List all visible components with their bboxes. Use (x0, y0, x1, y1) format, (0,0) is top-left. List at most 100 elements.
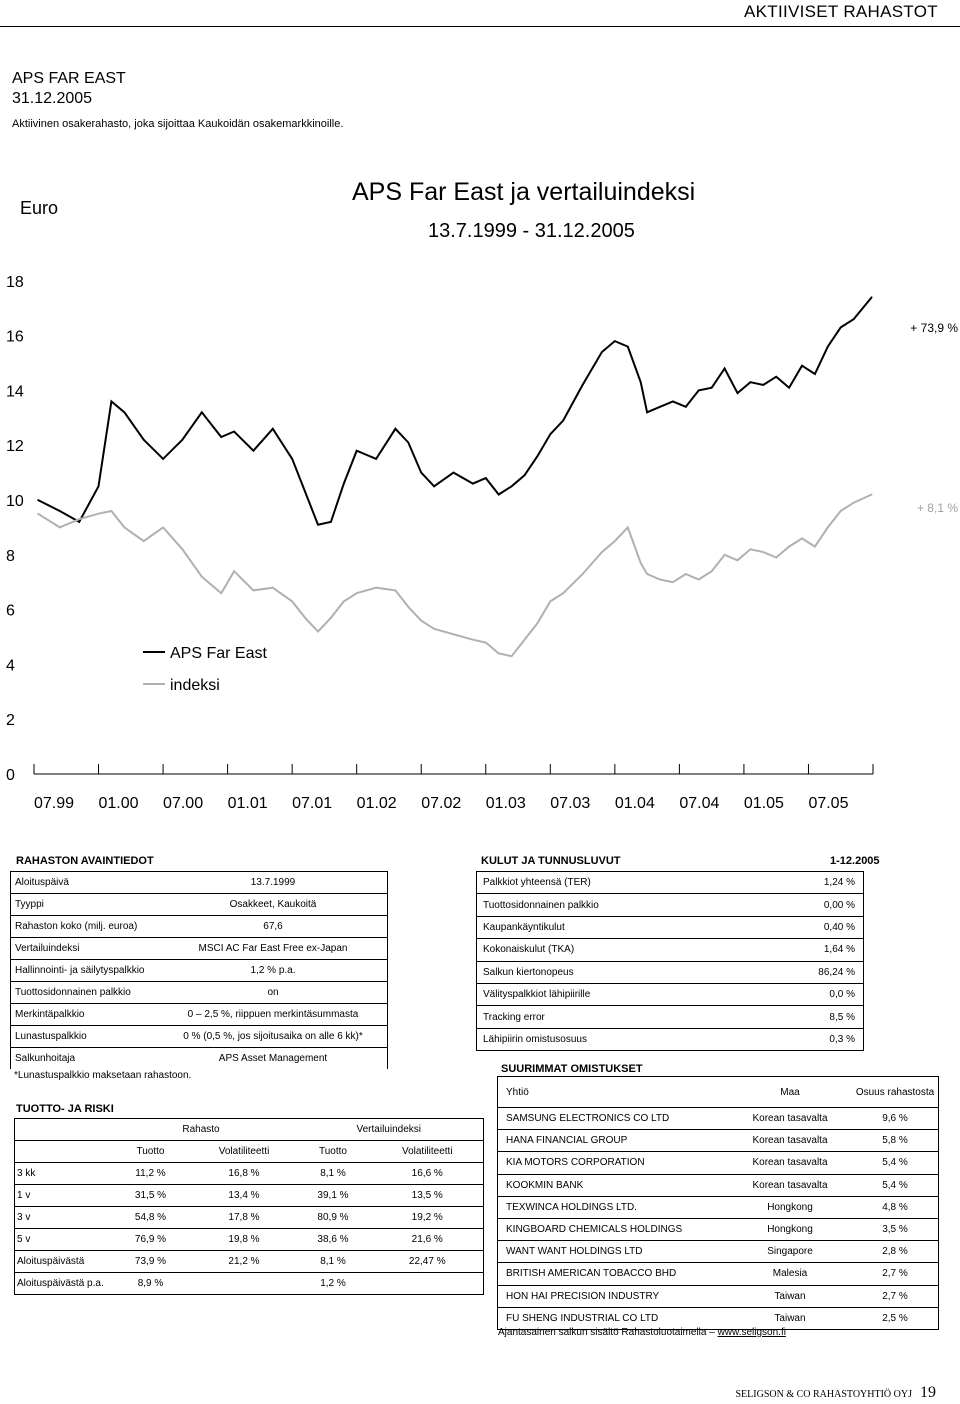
series-line-index (37, 493, 873, 658)
index-point (233, 570, 235, 572)
holdings-note-text: Ajantasainen salkun sisältö Rahastoluota… (498, 1327, 715, 1338)
fund-point (291, 458, 294, 460)
index-point (801, 537, 803, 540)
fund-point (852, 318, 855, 320)
index-point (407, 606, 410, 608)
index-point (562, 592, 564, 594)
costs-row: Tracking error 8,5 % (476, 1005, 864, 1029)
costs-value: 8,5 % (789, 1005, 864, 1029)
performance-row: 3 kk 11,2 % 16,8 % 8,1 % 16,6 % (14, 1162, 484, 1185)
fund-point (272, 428, 274, 430)
perf-fund-volatility: 16,8 % (193, 1162, 295, 1185)
perf-fund-return: 76,9 % (107, 1228, 194, 1251)
costs-row: Salkun kiertonopeus 86,24 % (476, 961, 864, 984)
perf-period: Aloituspäivästä p.a. (14, 1272, 108, 1295)
holdings-row: KOOKMIN BANK Korean tasavalta 5,4 % (497, 1174, 939, 1197)
holdings-row: KIA MOTORS CORPORATION Korean tasavalta 5,… (497, 1151, 939, 1175)
y-tick-label: 14 (6, 383, 24, 400)
fund-point (375, 458, 377, 460)
perf-index-volatility: 16,6 % (371, 1162, 484, 1185)
holding-company: KIA MOTORS CORPORATION (497, 1151, 728, 1175)
holdings-row: HON HAI PRECISION INDUSTRY Taiwan 2,7 % (497, 1285, 939, 1308)
holdings-row: HANA FINANCIAL GROUP Korean tasavalta 5,8 … (497, 1129, 939, 1153)
fund-point (710, 386, 713, 389)
index-point (749, 548, 752, 551)
holdings-link[interactable]: www.seligson.fi (717, 1327, 786, 1338)
fund-point (123, 411, 126, 414)
basic-info-label: Salkunhoitaja (10, 1047, 159, 1069)
y-tick-label: 8 (6, 548, 15, 565)
plot-area: 07.99 01.00 07.00 01.01 07.01 01.02 07.02 01.03… (33, 296, 874, 812)
perf-index-volatility (371, 1272, 484, 1295)
costs-label: Välityspalkkiot lähipiirille (476, 983, 789, 1007)
y-tick-label: 0 (6, 767, 15, 784)
basic-info-row: Tyyppi Osakkeet, Kaukoitä (10, 893, 388, 916)
index-point (472, 638, 474, 641)
holding-company: SAMSUNG ELECTRONICS CO LTD (497, 1107, 728, 1131)
basic-info-row: Merkintäpalkkio 0 – 2,5 %, riippuen merki… (10, 1003, 388, 1026)
holdings-row: BRITISH AMERICAN TOBACCO BHD Malesia 2,7 % (497, 1262, 939, 1286)
holding-country: Korean tasavalta (728, 1174, 852, 1197)
x-axis: 07.99 01.00 07.00 01.01 07.01 01.02 07.02 01.03… (33, 764, 874, 812)
fund-point (536, 455, 539, 457)
fund-point (775, 375, 777, 378)
holdings-row: KINGBOARD CHEMICALS HOLDINGS Hongkong 3,5 … (497, 1218, 939, 1242)
costs-value: 1,24 % (789, 870, 864, 895)
basic-info-label: Merkintäpalkkio (10, 1003, 159, 1026)
basic-info-label: Lunastuspalkkio (10, 1025, 159, 1048)
index-point (814, 545, 816, 548)
index-point (672, 581, 674, 583)
perf-col-index-return: Tuotto (294, 1140, 372, 1163)
y-tick-label: 12 (6, 438, 24, 455)
index-point (375, 586, 377, 589)
index-point (78, 518, 80, 520)
holding-company: HON HAI PRECISION INDUSTRY (497, 1285, 728, 1308)
index-point (659, 578, 661, 581)
fund-point (330, 521, 332, 523)
chart-title: APS Far East ja vertailuindeksi (352, 178, 696, 206)
costs-value: 1,64 % (789, 938, 864, 962)
footer-company: SELIGSON & CO RAHASTOYHTIÖ OYJ (735, 1389, 913, 1400)
performance-row: Aloituspäivästä 73,9 % 21,2 % 8,1 % 22,47 % (14, 1250, 484, 1273)
perf-col-index-vol: Volatiliteetti (371, 1140, 484, 1163)
fund-point (839, 326, 842, 329)
holding-country: Korean tasavalta (728, 1107, 852, 1131)
basic-info-label: Tuottosidonnainen palkkio (10, 981, 159, 1004)
basic-info-footnote: *Lunastuspalkkio maksetaan rahastoon. (14, 1070, 192, 1081)
fund-point (723, 367, 726, 370)
fund-point (407, 441, 410, 444)
basic-info-value: 67,6 (159, 915, 388, 938)
x-tick-label: 01.01 (228, 795, 268, 812)
index-point (355, 592, 358, 594)
index-point (394, 589, 397, 592)
holding-country: Korean tasavalta (728, 1129, 852, 1153)
holdings-row: WANT WANT HOLDINGS LTD Singapore 2,8 % (497, 1240, 939, 1264)
chart-legend: APS Far East indeksi (143, 645, 267, 694)
fund-point (523, 474, 526, 477)
holding-country: Hongkong (728, 1218, 852, 1242)
y-tick-label: 2 (6, 712, 15, 729)
performance-row: Aloituspäivästä p.a. 8,9 % 1,2 % (14, 1272, 484, 1295)
fund-point (685, 406, 687, 408)
index-point (646, 573, 648, 575)
perf-index-return: 8,1 % (294, 1250, 372, 1273)
basic-info-label: Vertailuindeksi (10, 937, 159, 960)
holding-company: KOOKMIN BANK (497, 1174, 728, 1197)
perf-index-return: 39,1 % (294, 1184, 372, 1207)
annotation-fund: + 73,9 % (910, 321, 958, 335)
index-point (142, 540, 145, 542)
perf-period: 3 v (14, 1206, 108, 1229)
index-point (433, 628, 435, 630)
costs-label: Kaupankäyntikulut (476, 916, 789, 940)
holding-share: 5,4 % (852, 1151, 939, 1175)
x-tick-label: 07.01 (292, 795, 332, 812)
index-point (162, 526, 164, 529)
fund-point (749, 381, 752, 383)
perf-fund-return: 8,9 % (107, 1272, 194, 1295)
perf-index-volatility: 13,5 % (371, 1184, 484, 1207)
x-tick-label: 01.05 (744, 795, 784, 812)
index-point (549, 600, 552, 603)
series-lines (37, 296, 873, 658)
index-point (723, 554, 726, 556)
fund-point (394, 428, 397, 430)
